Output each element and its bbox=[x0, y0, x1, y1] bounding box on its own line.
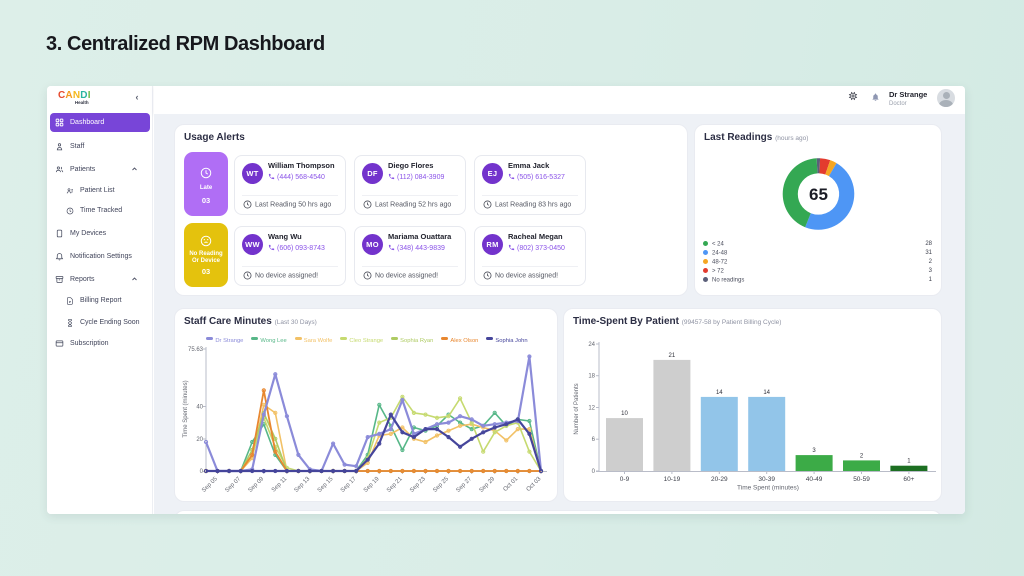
svg-text:2: 2 bbox=[860, 453, 864, 459]
svg-text:Sep 17: Sep 17 bbox=[340, 476, 358, 494]
svg-text:0: 0 bbox=[592, 469, 596, 475]
svg-text:0: 0 bbox=[200, 469, 204, 475]
svg-text:40-49: 40-49 bbox=[806, 476, 823, 483]
svg-text:3: 3 bbox=[812, 448, 816, 454]
svg-text:10: 10 bbox=[621, 411, 628, 417]
svg-text:14: 14 bbox=[763, 390, 770, 396]
svg-text:65: 65 bbox=[809, 185, 828, 204]
svg-text:Time Spent (minutes): Time Spent (minutes) bbox=[737, 485, 799, 492]
svg-text:30-39: 30-39 bbox=[758, 476, 775, 483]
svg-text:20: 20 bbox=[196, 437, 203, 443]
svg-text:20-29: 20-29 bbox=[711, 476, 728, 483]
svg-text:Sep 07: Sep 07 bbox=[224, 476, 242, 494]
svg-text:60+: 60+ bbox=[903, 476, 914, 483]
svg-text:18: 18 bbox=[588, 374, 595, 380]
svg-text:Sep 05: Sep 05 bbox=[201, 476, 219, 494]
svg-text:10-19: 10-19 bbox=[664, 476, 681, 483]
svg-text:Sep 21: Sep 21 bbox=[386, 476, 404, 494]
svg-text:14: 14 bbox=[716, 390, 723, 396]
svg-text:Sep 13: Sep 13 bbox=[294, 476, 312, 494]
svg-text:Oct 03: Oct 03 bbox=[526, 476, 543, 493]
svg-text:21: 21 bbox=[669, 353, 676, 359]
svg-text:40: 40 bbox=[196, 405, 203, 411]
svg-text:Sep 15: Sep 15 bbox=[317, 476, 335, 494]
svg-text:Sep 29: Sep 29 bbox=[479, 476, 497, 494]
svg-text:1: 1 bbox=[907, 459, 911, 465]
svg-text:24: 24 bbox=[588, 342, 595, 348]
svg-text:12: 12 bbox=[588, 406, 595, 412]
svg-text:0-9: 0-9 bbox=[620, 476, 630, 483]
svg-text:Oct 01: Oct 01 bbox=[503, 476, 520, 493]
svg-text:Sep 23: Sep 23 bbox=[409, 476, 427, 494]
svg-text:6: 6 bbox=[592, 437, 596, 443]
svg-text:Sep 19: Sep 19 bbox=[363, 476, 381, 494]
svg-text:Sep 09: Sep 09 bbox=[248, 476, 266, 494]
svg-text:50-59: 50-59 bbox=[853, 476, 870, 483]
svg-text:Sep 25: Sep 25 bbox=[432, 476, 450, 494]
svg-text:Sep 11: Sep 11 bbox=[271, 476, 289, 494]
svg-text:Number of Patients: Number of Patients bbox=[574, 383, 580, 434]
svg-text:Sep 27: Sep 27 bbox=[455, 476, 473, 494]
svg-text:Time Spent (minutes): Time Spent (minutes) bbox=[183, 380, 189, 437]
svg-text:75.63: 75.63 bbox=[188, 347, 204, 353]
